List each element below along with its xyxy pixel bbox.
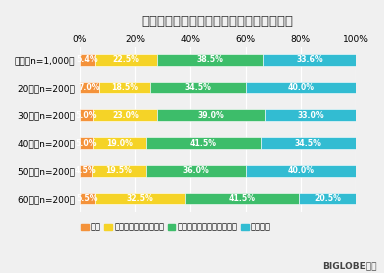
- Bar: [146, 165, 245, 177]
- Text: 18.5%: 18.5%: [111, 83, 138, 92]
- Text: 19.0%: 19.0%: [106, 138, 133, 147]
- Legend: 思う, どちらかというと思う, どちらかというと思わない, 思わない: 思う, どちらかというと思う, どちらかというと思わない, 思わない: [81, 223, 271, 232]
- Bar: [99, 82, 150, 93]
- Bar: [93, 109, 157, 121]
- Text: BIGLOBE調べ: BIGLOBE調べ: [322, 261, 376, 270]
- Text: 36.0%: 36.0%: [182, 166, 209, 175]
- Bar: [300, 193, 356, 204]
- Bar: [146, 137, 261, 149]
- Bar: [263, 54, 356, 66]
- Text: 41.5%: 41.5%: [190, 138, 217, 147]
- Bar: [79, 82, 99, 93]
- Text: 34.5%: 34.5%: [295, 138, 322, 147]
- Text: 23.0%: 23.0%: [112, 111, 139, 120]
- Text: 39.0%: 39.0%: [198, 111, 224, 120]
- Bar: [93, 137, 146, 149]
- Text: 40.0%: 40.0%: [287, 166, 314, 175]
- Text: 33.6%: 33.6%: [296, 55, 323, 64]
- Bar: [245, 82, 356, 93]
- Text: 32.5%: 32.5%: [126, 194, 153, 203]
- Bar: [157, 54, 263, 66]
- Title: 現在、適切な預貯金ができていると思うか: 現在、適切な預貯金ができていると思うか: [142, 15, 294, 28]
- Bar: [79, 109, 93, 121]
- Bar: [79, 165, 92, 177]
- Bar: [79, 193, 95, 204]
- Text: 33.0%: 33.0%: [297, 111, 324, 120]
- Text: 19.5%: 19.5%: [106, 166, 132, 175]
- Bar: [245, 165, 356, 177]
- Text: 7.0%: 7.0%: [79, 83, 100, 92]
- Text: 5.0%: 5.0%: [76, 138, 97, 147]
- Bar: [79, 137, 93, 149]
- Text: 40.0%: 40.0%: [287, 83, 314, 92]
- Text: 41.5%: 41.5%: [228, 194, 255, 203]
- Text: 20.5%: 20.5%: [314, 194, 341, 203]
- Text: 34.5%: 34.5%: [184, 83, 211, 92]
- Bar: [94, 54, 157, 66]
- Bar: [265, 109, 356, 121]
- Bar: [150, 82, 245, 93]
- Bar: [95, 193, 185, 204]
- Text: 5.5%: 5.5%: [76, 194, 98, 203]
- Bar: [157, 109, 265, 121]
- Text: 5.4%: 5.4%: [76, 55, 98, 64]
- Bar: [79, 54, 94, 66]
- Text: 22.5%: 22.5%: [112, 55, 139, 64]
- Text: 38.5%: 38.5%: [197, 55, 223, 64]
- Bar: [261, 137, 356, 149]
- Bar: [185, 193, 300, 204]
- Bar: [92, 165, 146, 177]
- Text: 4.5%: 4.5%: [75, 166, 97, 175]
- Text: 5.0%: 5.0%: [76, 111, 97, 120]
